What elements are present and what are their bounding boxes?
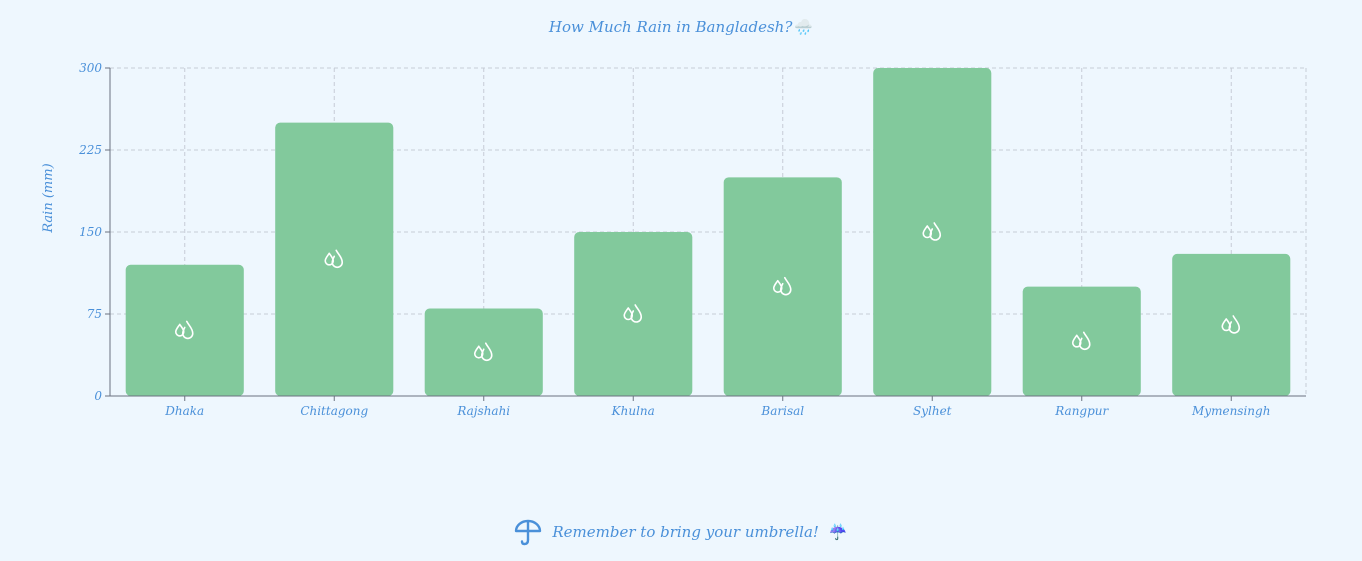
raindrops-icon [772, 276, 792, 296]
bar-sylhet [873, 68, 992, 396]
bar-rajshahi [424, 308, 543, 396]
umbrella-rain-emoji: ☔ [828, 523, 848, 541]
bar-rangpur [1022, 286, 1141, 396]
axes [105, 67, 1306, 401]
x-tick-label: Chittagong [300, 404, 368, 418]
x-tick-label: Dhaka [164, 404, 204, 418]
x-tick-label: Khulna [611, 404, 655, 418]
y-tick-label: 225 [78, 143, 102, 157]
chart-title-row: How Much Rain in Bangladesh? 🌧️ [0, 18, 1362, 36]
raindrops-icon [1221, 315, 1241, 334]
bar-chittagong [275, 122, 394, 397]
rain-cloud-emoji: 🌧️ [794, 18, 814, 36]
y-axis-title: Rain (mm) [41, 163, 56, 233]
y-tick-label: 300 [79, 61, 102, 75]
bar-dhaka [125, 264, 244, 396]
raindrops-icon [473, 342, 493, 361]
footer-text: Remember to bring your umbrella! [552, 523, 819, 541]
bar-khulna [574, 232, 693, 396]
bar-mymensingh [1172, 253, 1291, 396]
raindrops-icon [324, 249, 344, 269]
bars [125, 68, 1291, 397]
chart-title: How Much Rain in Bangladesh? [548, 18, 793, 36]
x-tick-label: Rangpur [1054, 404, 1109, 418]
labels: 0 75 150 225 300 Dhaka Chittagong Rajshahi Khuln… [41, 61, 1270, 418]
x-tick-label: Sylhet [913, 404, 952, 418]
umbrella-icon [515, 519, 542, 546]
bar-barisal [723, 177, 842, 396]
y-tick-label: 0 [94, 389, 102, 403]
y-tick-label: 150 [79, 225, 102, 239]
raindrops-icon [1071, 331, 1091, 351]
y-tick-label: 75 [87, 307, 102, 321]
raindrops-icon [623, 304, 643, 323]
footer: Remember to bring your umbrella! ☔ [0, 518, 1362, 546]
raindrops-icon [922, 222, 942, 241]
x-tick-label: Mymensingh [1191, 404, 1270, 418]
x-tick-label: Barisal [760, 404, 804, 418]
x-tick-label: Rajshahi [456, 404, 510, 418]
raindrops-icon [174, 320, 194, 340]
bar-chart: 0 75 150 225 300 Dhaka Chittagong Rajshahi Khuln… [41, 61, 1307, 418]
